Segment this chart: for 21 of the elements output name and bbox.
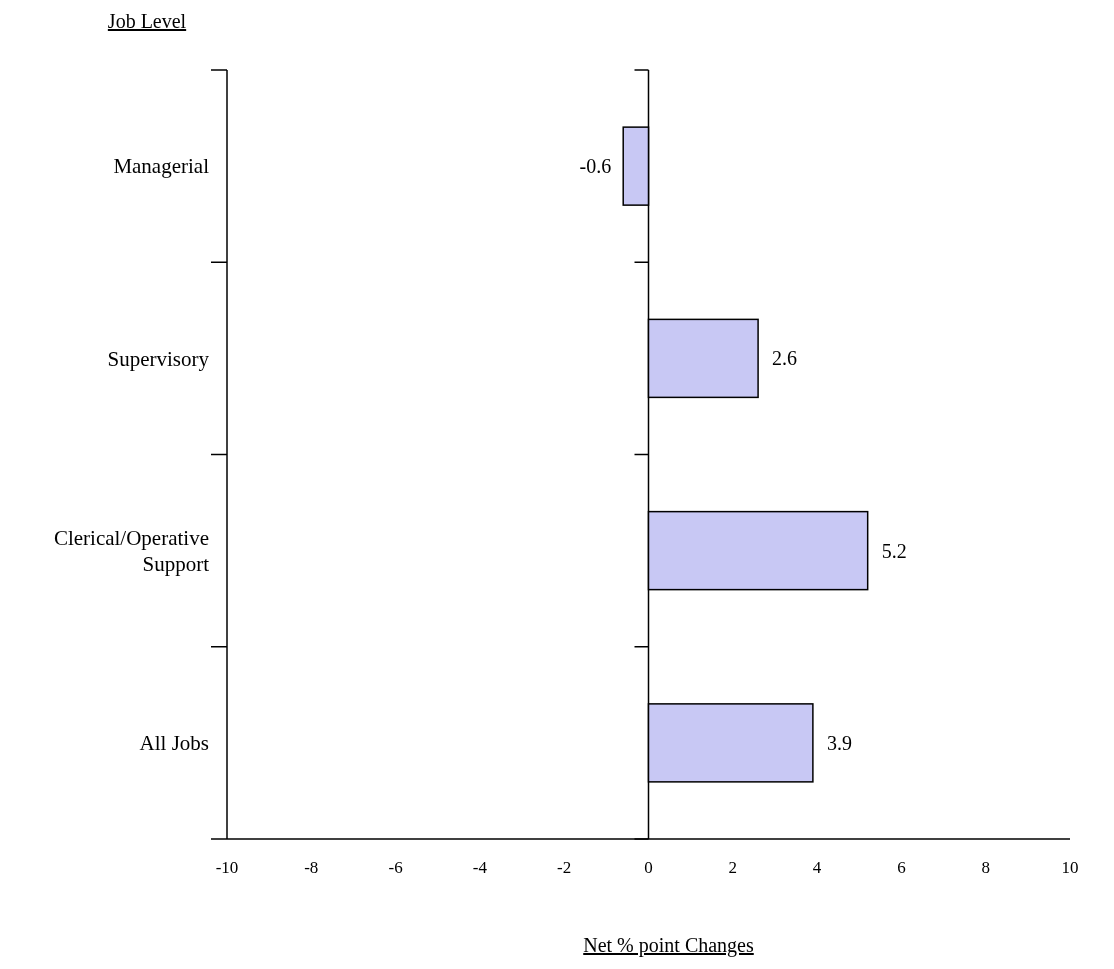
x-tick-label: -8 [304,858,319,877]
y-tick-label: Clerical/Operative Support [53,526,210,576]
data-label: -0.6 [579,155,612,178]
x-tick-label: 8 [981,858,990,877]
y-axis-title: Job Level [107,10,187,32]
x-tick-label: 0 [644,858,653,877]
x-tick-label: -10 [215,858,239,877]
y-tick-label: All Jobs [139,731,209,756]
data-label: 2.6 [772,347,798,370]
y-tick-label: Supervisory [107,346,210,371]
x-tick-label: 10 [1061,858,1079,877]
x-tick-label: 6 [897,858,906,877]
x-tick-label: -6 [388,858,403,877]
x-tick-label: 2 [728,858,738,877]
data-label: 5.2 [881,539,907,562]
x-axis-title: Net % point Changes [583,934,754,957]
x-tick-label: -2 [557,858,572,877]
y-tick-label: Managerial [113,154,210,179]
x-tick-label: 4 [812,858,822,877]
x-tick-label: -4 [472,858,488,877]
data-label: 3.9 [826,731,852,754]
